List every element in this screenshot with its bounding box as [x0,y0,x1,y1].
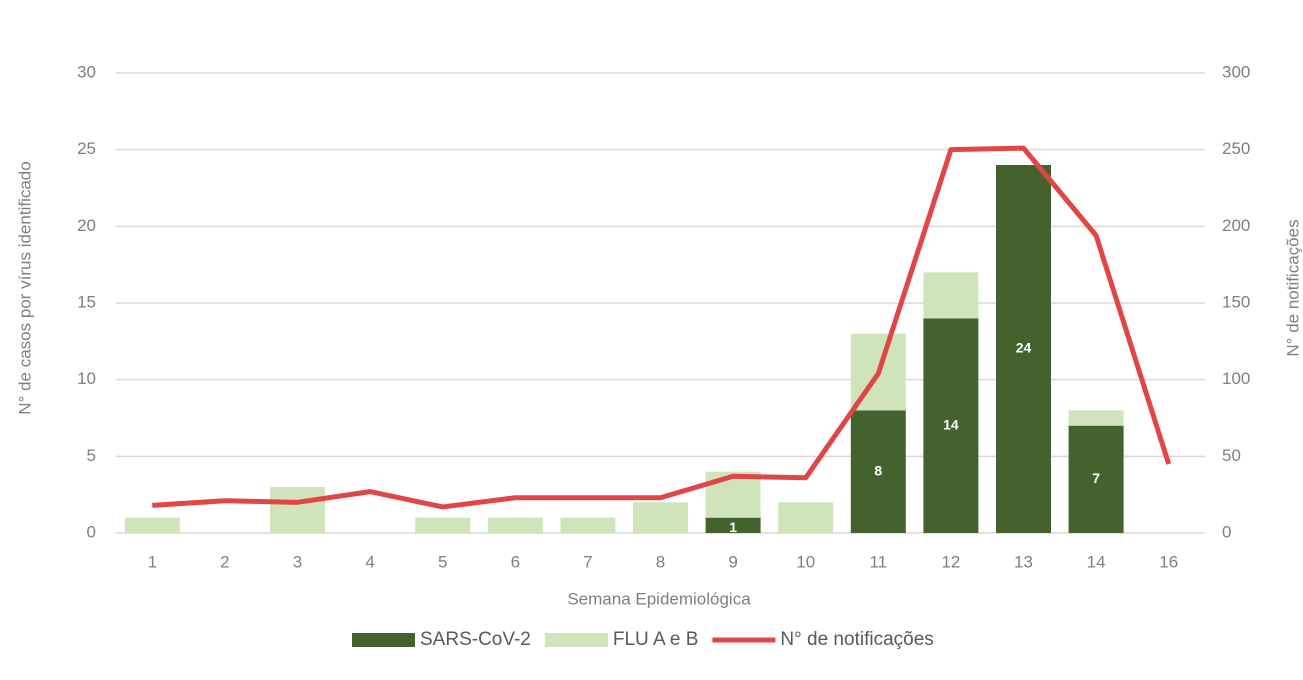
x-tick-label: 3 [293,552,302,571]
x-tick-label: 16 [1159,552,1178,571]
y2-axis-label: N° de notificações [1283,219,1302,356]
data-label: 1 [729,519,737,535]
x-tick-label: 5 [438,552,447,571]
x-axis-label: Semana Epidemiológica [567,589,751,608]
y-tick-label: 10 [77,369,96,388]
y2-tick-label: 150 [1222,292,1250,311]
y2-tick-label: 200 [1222,216,1250,235]
legend-label: N° de notificações [780,629,933,650]
x-tick-label: 14 [1087,552,1106,571]
y2-tick-label: 250 [1222,139,1250,158]
bar [270,487,325,533]
bar [923,272,979,319]
bar [560,517,616,533]
data-label: 8 [874,462,882,478]
bar [850,410,906,533]
x-tick-label: 9 [728,552,737,571]
legend-label: SARS-CoV-2 [420,629,531,650]
y-tick-label: 30 [77,62,96,81]
x-tick-label: 6 [511,552,520,571]
x-tick-label: 7 [583,552,592,571]
legend-swatch [352,633,415,647]
y-tick-label: 25 [77,139,96,158]
y2-tick-label: 300 [1222,62,1250,81]
y2-tick-label: 50 [1222,446,1241,465]
bar [487,517,543,533]
bar [996,165,1051,533]
x-tick-label: 11 [869,552,887,571]
data-label: 24 [1016,340,1032,356]
data-label: 7 [1092,470,1100,486]
y-axis-label: N° de casos por vírus identificado [15,161,34,414]
x-tick-label: 2 [220,552,229,571]
x-tick-label: 4 [365,552,374,571]
y-tick-label: 15 [77,292,96,311]
bar [124,517,180,533]
x-tick-label: 10 [796,552,815,571]
x-tick-label: 12 [941,552,960,571]
x-tick-label: 13 [1014,552,1033,571]
bar [705,517,761,533]
x-tick-label: 8 [656,552,665,571]
bar [1068,425,1124,533]
y2-tick-label: 0 [1222,522,1231,541]
bar [1068,410,1124,426]
y2-tick-label: 100 [1222,369,1250,388]
bar [633,502,688,533]
bar [923,318,979,533]
line [152,145,1172,510]
bar [415,517,471,533]
legend-label: FLU A e B [613,629,699,650]
y-tick-label: 0 [87,522,96,541]
legend-swatch [544,633,608,647]
y-tick-label: 5 [87,446,96,465]
data-label: 14 [943,416,959,432]
x-tick-label: 1 [148,552,157,571]
y-tick-label: 20 [77,216,96,235]
bar [778,502,834,533]
